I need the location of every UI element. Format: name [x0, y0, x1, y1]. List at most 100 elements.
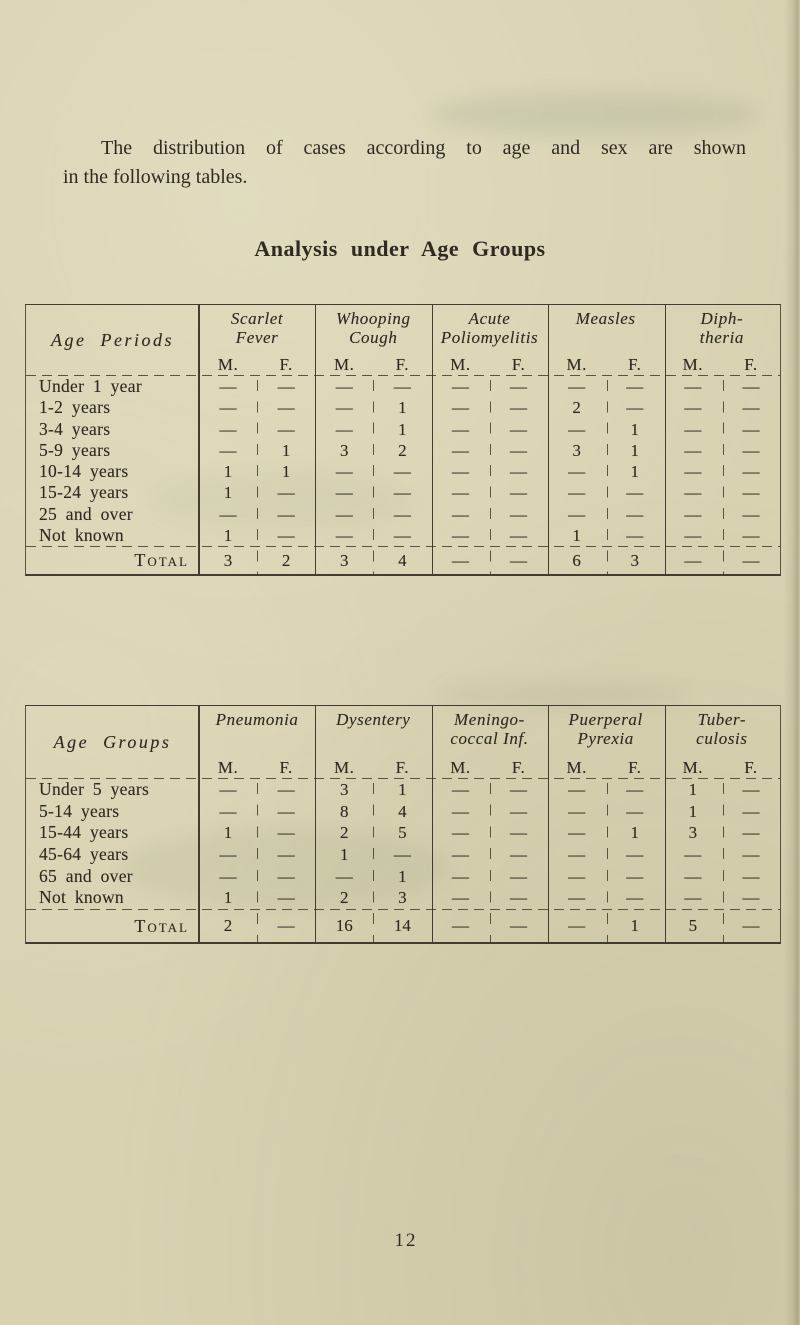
table-cell: —	[277, 780, 295, 799]
row-label: 5-14 years	[39, 800, 120, 821]
row-label: 45-64 years	[39, 844, 129, 865]
sex-subheaders: M. F.	[199, 355, 315, 374]
row-label: 5-9 years	[39, 439, 111, 460]
column-group-name-line2: Pyrexia	[577, 729, 634, 748]
table-cell: —	[451, 483, 469, 503]
column-group-name-line2: coccal Inf.	[450, 729, 529, 748]
total-cell: —	[277, 916, 295, 936]
sex-subheader: F.	[628, 355, 642, 374]
table-cell: 1	[223, 526, 233, 546]
table-cell: —	[219, 801, 237, 821]
table-cell: —	[510, 780, 528, 799]
table-cell: 1	[339, 845, 349, 865]
table-cell: —	[742, 845, 760, 865]
sex-subheader: F.	[279, 355, 293, 374]
column-group-header: Whooping Cough M. F.	[315, 305, 431, 375]
table-cell: —	[510, 419, 528, 439]
row-label: Under 5 years	[39, 779, 150, 799]
table-cell: 1	[688, 801, 698, 821]
table-cell: —	[568, 483, 586, 503]
column-group-header: Acute Poliomyelitis M. F.	[431, 305, 547, 375]
table-cell: —	[393, 526, 411, 546]
table-cell: —	[626, 504, 644, 524]
table-cell: —	[510, 845, 528, 865]
column-group-name-line1: Dysentery	[336, 710, 411, 729]
table-cell: —	[742, 866, 760, 886]
table-cell: 1	[630, 440, 639, 460]
table-cell: —	[451, 801, 469, 821]
column-group-name-line2: Poliomyelitis	[440, 328, 539, 347]
table-cell: 2	[572, 398, 581, 418]
table-cell: 3	[339, 440, 349, 460]
table-cell: —	[277, 526, 295, 546]
sex-subheaders: M. F.	[431, 355, 547, 374]
row-label: 65 and over	[39, 865, 133, 886]
table-row: Not known 1 — — — — — 1 — — —	[26, 525, 780, 546]
total-cell: 16	[335, 916, 353, 936]
sex-subheader: M.	[217, 758, 239, 777]
table-cell: —	[568, 823, 586, 843]
table-cell: —	[510, 866, 528, 886]
table-cell: 1	[688, 780, 698, 799]
row-label: 15-44 years	[39, 822, 129, 843]
table-cell: —	[568, 504, 586, 524]
table-cell: 2	[339, 823, 349, 843]
table-cell: —	[277, 377, 295, 396]
row-header-label: Age Periods	[51, 329, 174, 350]
table-cell: —	[568, 462, 586, 482]
table-cell: —	[626, 866, 644, 886]
total-cell: —	[568, 916, 586, 936]
table-cell: —	[510, 462, 528, 482]
sex-subheader: M.	[450, 758, 471, 777]
total-label: Total	[134, 550, 189, 571]
table-cell: —	[451, 377, 469, 396]
table-cell: —	[684, 462, 702, 482]
total-cell: 1	[630, 916, 639, 936]
intro-paragraph: The distribution of cases according to a…	[63, 134, 746, 192]
total-cell: —	[742, 916, 760, 936]
table-cell: —	[335, 483, 353, 503]
table-cell: 1	[398, 419, 407, 439]
table-cell: 4	[398, 801, 407, 821]
sex-subheader: F.	[511, 355, 526, 374]
column-group-header: Diph-theria M. F.	[664, 305, 780, 375]
table-cell: —	[335, 377, 353, 396]
table-cell: —	[451, 526, 469, 546]
table-cell: —	[510, 377, 528, 396]
row-label: Not known	[39, 525, 124, 546]
sex-subheader: M.	[450, 355, 471, 374]
table-cell: —	[335, 866, 353, 886]
table-cell: —	[742, 823, 760, 843]
table-cell: 3	[688, 823, 698, 843]
table-cell: —	[684, 845, 702, 865]
table-cell: —	[684, 504, 702, 524]
table-cell: —	[510, 823, 528, 843]
table-cell: —	[393, 462, 411, 482]
column-group-name-line2: culosis	[696, 729, 748, 748]
total-cell: 3	[630, 550, 639, 570]
column-group-name-line1: Scarlet	[230, 309, 284, 328]
header-divider-dashed	[26, 375, 780, 376]
table-cell: —	[393, 483, 411, 503]
table-cell: —	[335, 462, 353, 482]
table-cell: —	[626, 845, 644, 865]
table-cell: 2	[398, 440, 407, 460]
showthrough-stain	[430, 92, 760, 136]
row-label: Under 1 year	[39, 376, 142, 396]
table-cell: 1	[223, 483, 233, 503]
table-cell: —	[451, 440, 469, 460]
table-cell: —	[451, 462, 469, 482]
column-group-header: Pneumonia M. F.	[199, 706, 315, 778]
table-cell: —	[510, 483, 528, 503]
table-cell: —	[277, 888, 295, 908]
sex-subheader: F.	[628, 758, 642, 777]
table-cell: —	[684, 526, 702, 546]
row-label: Not known	[39, 887, 124, 908]
total-cell: 3	[339, 550, 349, 570]
sex-subheader: F.	[395, 355, 409, 374]
table-row: 15-24 years 1 — — — — — — — — —	[26, 482, 780, 503]
table-cell: —	[742, 419, 760, 439]
table-row: 65 and over — — — 1 — — — — — —	[26, 866, 780, 888]
row-label: 1-2 years	[39, 397, 111, 418]
age-periods-table: Age Periods Scarlet Fever M. F. Whooping Cough…	[25, 304, 781, 576]
